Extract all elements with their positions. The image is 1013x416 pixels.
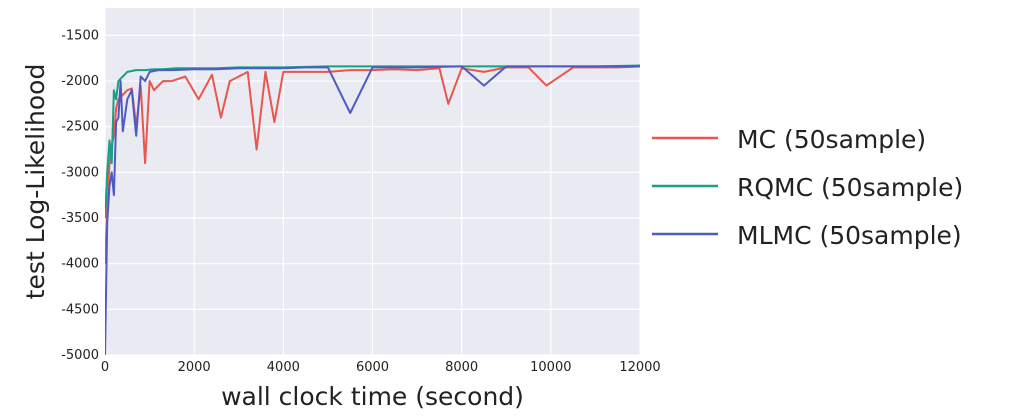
y-tick-label: -5000 <box>61 348 99 363</box>
series-lines <box>105 64 640 355</box>
y-tick-label: -4000 <box>61 257 99 272</box>
x-tick-label: 10000 <box>530 360 571 375</box>
legend-label: MC (50sample) <box>737 125 926 154</box>
y-tick-label: -1500 <box>61 28 99 43</box>
y-tick-label: -2000 <box>61 74 99 89</box>
x-tick-label: 12000 <box>619 360 660 375</box>
x-axis-title: wall clock time (second) <box>221 382 524 411</box>
x-tick-label: 2000 <box>178 360 211 375</box>
legend-label: RQMC (50sample) <box>737 173 963 202</box>
y-tick-label: -2500 <box>61 120 99 135</box>
y-tick-label: -4500 <box>61 302 99 317</box>
y-tick-label: -3500 <box>61 211 99 226</box>
legend: MC (50sample) RQMC (50sample) MLMC (50samp… <box>652 125 963 250</box>
series-line-3 <box>105 65 640 355</box>
x-tick-label: 0 <box>101 360 109 375</box>
y-axis-title: test Log-Likelihood <box>21 64 50 300</box>
x-tick-label: 6000 <box>356 360 389 375</box>
legend-label: MLMC (50sample) <box>737 221 962 250</box>
x-tick-label: 8000 <box>445 360 478 375</box>
tick-labels: 0 2000 4000 6000 8000 10000 12000 -5000 -4500 -40… <box>61 28 660 375</box>
grid <box>104 8 641 356</box>
x-tick-label: 4000 <box>267 360 300 375</box>
series-line-1 <box>105 65 640 264</box>
y-tick-label: -3000 <box>61 165 99 180</box>
